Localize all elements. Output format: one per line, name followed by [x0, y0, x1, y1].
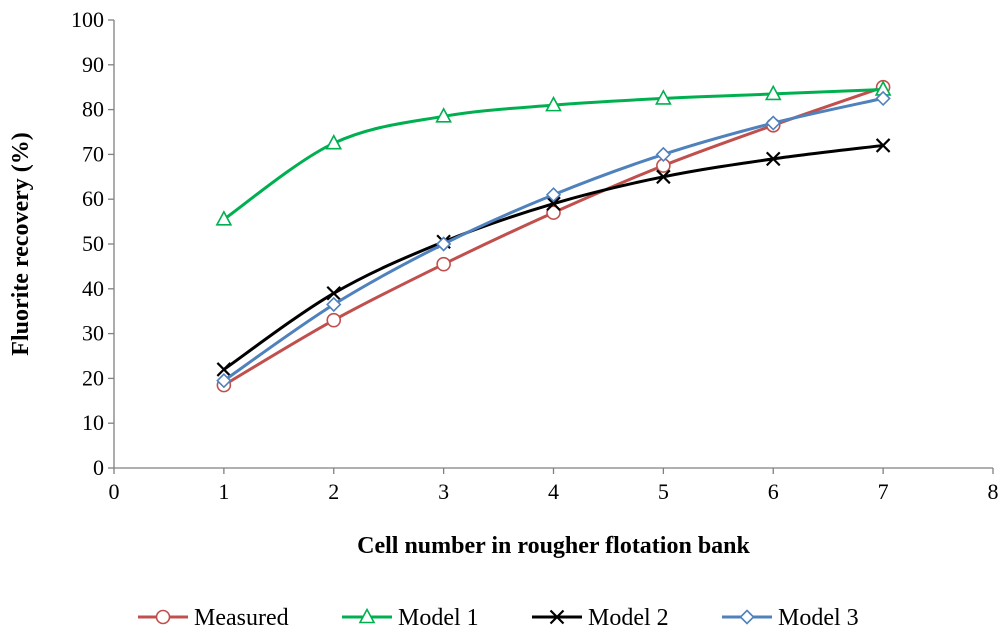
y-tick-label: 60: [82, 186, 104, 211]
data-point-model-1: [545, 95, 562, 112]
data-point-model-3: [545, 187, 562, 203]
y-tick-label: 50: [82, 231, 104, 256]
series-measured: [216, 79, 891, 393]
axes: 0 10 20 30 40 50 60 70 80 90 100 0 1 2 3 4 5 6 7 8: [71, 7, 999, 504]
x-tick-label: 6: [768, 479, 779, 504]
legend-item-model-1: Model 1: [342, 605, 479, 631]
y-tick-label: 30: [82, 321, 104, 346]
legend-item-model-2: Model 2: [532, 605, 669, 631]
series-layer: [215, 79, 892, 393]
data-point-model-1: [435, 107, 452, 123]
data-point-model-2: [875, 138, 891, 153]
data-point-model-3: [875, 90, 891, 107]
x-tick-label: 7: [878, 479, 889, 504]
x-tick-label: 4: [548, 479, 559, 504]
x-tick-label: 1: [218, 479, 229, 504]
legend-marker-model-1: [358, 607, 376, 624]
data-point-measured: [546, 205, 561, 220]
legend-marker-measured: [155, 609, 171, 625]
legend-marker-model-3: [739, 609, 755, 625]
legend-item-measured: Measured: [138, 605, 289, 631]
legend-label-model-2: Model 2: [588, 605, 669, 631]
data-point-model-3: [655, 146, 672, 163]
y-tick-label: 90: [82, 52, 104, 77]
x-axis-title: Cell number in rougher flotation bank: [357, 533, 750, 559]
y-tick-label: 80: [82, 97, 104, 122]
series-model-2: [216, 138, 891, 377]
x-tick-label: 0: [109, 479, 120, 504]
data-point-model-3: [216, 373, 232, 389]
series-line-model-2: [223, 143, 884, 371]
data-point-model-2: [216, 362, 232, 377]
data-point-measured: [436, 256, 451, 272]
y-axis-title: Fluorite recovery (%): [8, 132, 34, 355]
y-tick-label: 20: [82, 365, 104, 390]
data-point-model-1: [655, 89, 672, 105]
series-model-3: [216, 90, 891, 389]
data-point-model-1: [325, 134, 343, 150]
data-point-model-2: [326, 286, 342, 301]
series-model-1: [215, 80, 892, 226]
data-point-model-2: [546, 196, 561, 211]
legend-label-measured: Measured: [194, 605, 289, 631]
legend-item-model-3: Model 3: [722, 605, 859, 631]
legend-label-model-1: Model 1: [398, 605, 479, 631]
y-tick-label: 70: [82, 141, 104, 166]
data-point-measured: [326, 312, 342, 328]
x-tick-label: 3: [438, 479, 449, 504]
series-line-measured: [223, 85, 884, 387]
data-point-model-3: [765, 115, 781, 131]
data-point-model-2: [656, 169, 671, 185]
data-point-model-1: [764, 84, 782, 101]
data-point-model-1: [215, 210, 233, 226]
x-tick-label: 5: [658, 479, 669, 504]
legend-marker-model-2: [549, 609, 565, 625]
x-tick-label: 8: [988, 479, 999, 504]
series-line-model-3: [223, 96, 884, 382]
y-tick-label: 40: [82, 276, 104, 301]
y-tick-label: 10: [82, 410, 104, 435]
x-tick-label: 2: [328, 479, 339, 504]
y-tick-label: 0: [93, 455, 104, 480]
y-tick-label: 100: [71, 7, 104, 32]
data-point-model-3: [435, 236, 452, 252]
legend-label-model-3: Model 3: [778, 605, 859, 631]
data-point-model-3: [326, 296, 342, 313]
legend: Measured Model 1 Model 2 Model 3: [138, 605, 859, 631]
data-point-model-2: [765, 151, 781, 167]
